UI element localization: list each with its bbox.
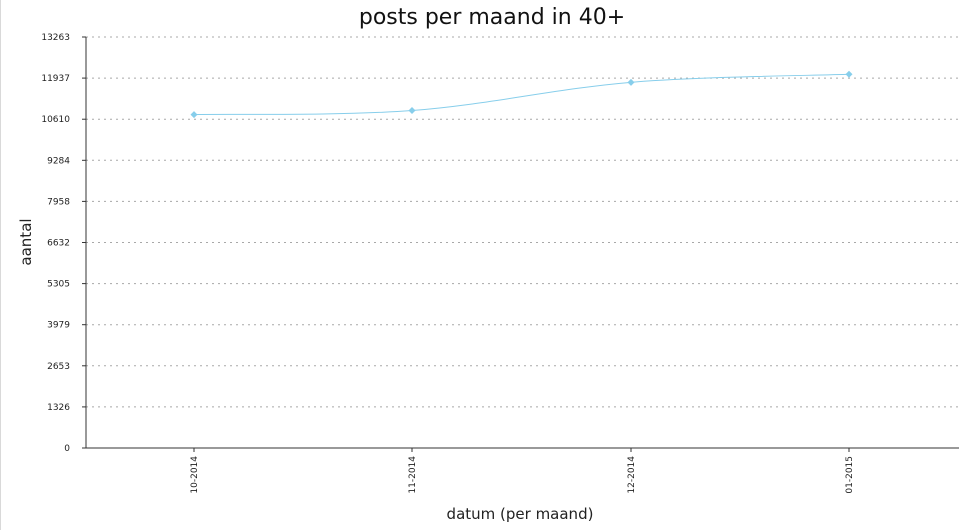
data-point	[190, 111, 198, 119]
x-tick-label: 12-2014	[627, 456, 637, 494]
y-tick-label: 7958	[47, 197, 70, 207]
y-tick-label: 11937	[41, 74, 70, 84]
x-tick-label: 11-2014	[408, 456, 418, 494]
y-tick-label: 9284	[47, 156, 70, 166]
y-tick-label: 5305	[47, 280, 70, 290]
grid-lines	[86, 36, 959, 408]
axes	[85, 37, 959, 449]
series-line	[193, 73, 850, 116]
y-axis-label: aantal	[17, 218, 35, 265]
x-axis-ticks: 10-2014 11-2014 12-2014 01-2015	[190, 448, 855, 494]
x-tick-label: 01-2015	[845, 456, 855, 494]
x-tick-label: 10-2014	[190, 456, 200, 494]
y-tick-label: 0	[64, 444, 70, 454]
y-tick-label: 1326	[47, 403, 70, 413]
data-point	[408, 107, 416, 115]
y-tick-label: 2653	[47, 362, 70, 372]
series	[190, 70, 853, 119]
y-tick-label: 6632	[47, 238, 70, 248]
x-axis-label: datum (per maand)	[447, 505, 594, 523]
y-tick-label: 3979	[47, 321, 70, 331]
y-tick-label: 13263	[41, 33, 70, 43]
chart-title: posts per maand in 40+	[359, 5, 625, 30]
y-tick-label: 10610	[41, 115, 70, 125]
data-point	[627, 78, 635, 86]
left-frame-border	[0, 0, 1, 530]
data-point	[845, 70, 853, 78]
y-axis-ticks: 0 1326 2653 3979 5305 6632 7958 9284 10610 11937 1…	[41, 33, 86, 454]
